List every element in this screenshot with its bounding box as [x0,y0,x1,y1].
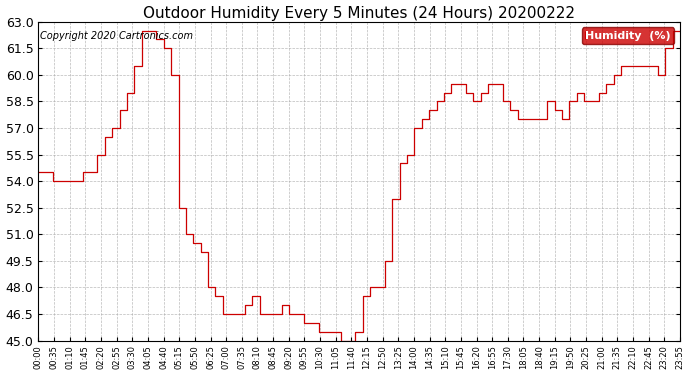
Title: Outdoor Humidity Every 5 Minutes (24 Hours) 20200222: Outdoor Humidity Every 5 Minutes (24 Hou… [144,6,575,21]
Text: Copyright 2020 Cartronics.com: Copyright 2020 Cartronics.com [40,31,193,41]
Legend: Humidity  (%): Humidity (%) [582,27,674,44]
